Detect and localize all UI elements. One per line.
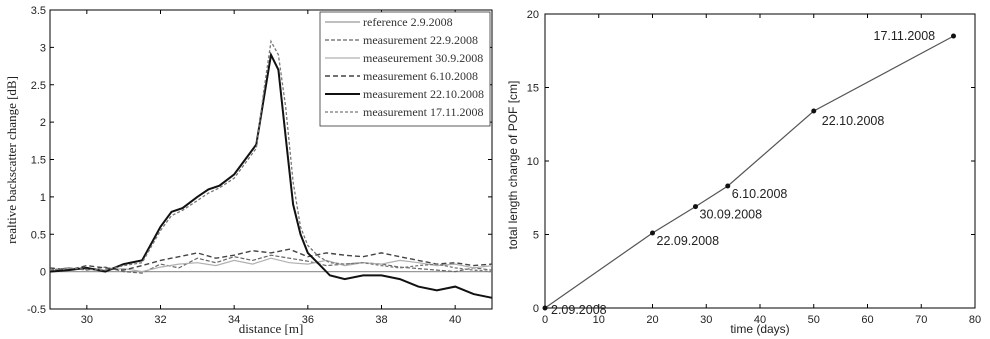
left-y-tick-label: 0.5 — [31, 229, 46, 241]
right-x-tick-label: 10 — [593, 314, 605, 326]
left-y-tick-label: 1 — [40, 192, 46, 204]
right-lines: 2.09.2008 22.09.2008 30.09.2008 6.10.2008 22… — [542, 29, 956, 317]
left-lines — [49, 39, 493, 299]
right-data-point — [542, 305, 548, 311]
right-x-tick-label: 50 — [808, 314, 820, 326]
right-data-point — [811, 108, 817, 114]
right-plot-area — [544, 13, 976, 309]
right-x-tick-label: 40 — [754, 314, 766, 326]
legend-label: measurement 22.10.2008 — [363, 87, 484, 101]
right-ticks: 0 10 20 30 40 50 60 70 80 0 5 10 15 20 — [527, 9, 981, 326]
right-x-tick-label: 70 — [915, 314, 927, 326]
right-x-tick-label: 0 — [542, 314, 548, 326]
left-ticks: 30 32 34 36 38 40 -0.5 0 0.5 1 1.5 2 2.5 3 3.5 — [27, 5, 492, 326]
left-x-tick-label: 30 — [81, 314, 93, 326]
right-y-tick-label: 0 — [533, 303, 539, 315]
right-x-tick-label: 30 — [700, 314, 712, 326]
left-y-axis-label: realtive backscatter change [dB] — [4, 76, 19, 244]
right-point-label: 22.10.2008 — [822, 114, 885, 128]
right-chart: 0 10 20 30 40 50 60 70 80 0 5 10 15 20 2.09.2008 22.09… — [506, 9, 981, 336]
left-chart: 30 32 34 36 38 40 -0.5 0 0.5 1 1.5 2 2.5 3 3.5 distanc… — [4, 5, 493, 336]
right-point-label: 6.10.2008 — [732, 187, 788, 201]
right-data-point — [650, 230, 655, 236]
left-y-tick-label: 3 — [40, 42, 46, 54]
left-x-tick-label: 38 — [375, 314, 387, 326]
left-series-line — [49, 248, 493, 271]
right-y-tick-label: 15 — [527, 83, 539, 95]
left-series-line — [49, 254, 493, 274]
left-y-tick-label: 1.5 — [31, 155, 46, 167]
legend-label: measurement 17.11.2008 — [363, 105, 484, 119]
left-x-tick-label: 40 — [449, 314, 461, 326]
legend-label: measurement 6.10.2008 — [363, 69, 478, 83]
left-series-line — [49, 39, 493, 273]
right-x-tick-label: 80 — [969, 314, 981, 326]
legend-label: measeurement 30.9.2008 — [363, 51, 483, 65]
left-y-tick-label: -0.5 — [27, 304, 46, 316]
right-x-axis-label: time (days) — [730, 322, 789, 336]
right-point-label: 22.09.2008 — [657, 234, 720, 248]
left-x-axis-label: distance [m] — [239, 321, 304, 336]
right-point-label: 2.09.2008 — [551, 303, 607, 317]
right-point-label: 17.11.2008 — [874, 29, 936, 43]
right-y-tick-label: 20 — [527, 9, 539, 21]
left-y-tick-label: 2.5 — [31, 80, 46, 92]
left-series-line — [49, 257, 493, 273]
right-series-line — [544, 35, 954, 309]
right-data-point — [951, 33, 956, 39]
right-x-tick-label: 20 — [646, 314, 658, 326]
left-y-tick-label: 0 — [40, 267, 46, 279]
left-y-tick-label: 3.5 — [31, 5, 46, 17]
right-point-label: 30.09.2008 — [700, 208, 763, 222]
right-y-tick-label: 5 — [533, 230, 539, 242]
left-legend: reference 2.9.2008 measurement 22.9.2008 m… — [319, 11, 491, 127]
left-x-tick-label: 32 — [154, 314, 166, 326]
right-data-point — [725, 183, 731, 189]
right-x-tick-label: 60 — [861, 314, 873, 326]
left-x-tick-label: 34 — [228, 314, 240, 326]
left-x-tick-label: 36 — [302, 314, 314, 326]
legend-box — [319, 11, 491, 127]
left-series-line — [49, 51, 493, 299]
right-y-tick-label: 10 — [527, 156, 539, 168]
left-y-tick-label: 2 — [40, 117, 46, 129]
right-y-axis-label: total length change of POF [cm] — [506, 81, 520, 250]
legend-label: reference 2.9.2008 — [363, 15, 453, 29]
legend-label: measurement 22.9.2008 — [363, 33, 478, 47]
right-data-point — [693, 204, 698, 210]
